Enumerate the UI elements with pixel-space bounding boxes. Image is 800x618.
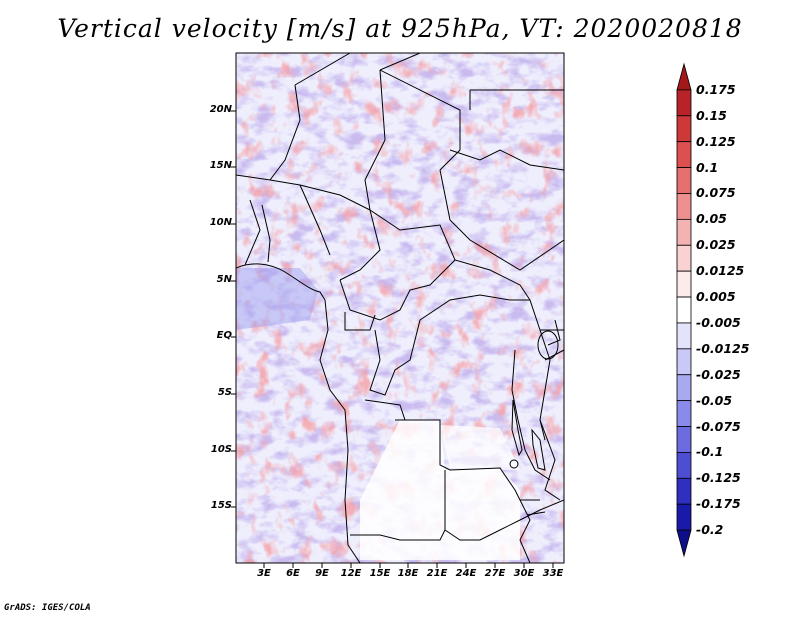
lat-tick-label: 10N — [209, 217, 232, 228]
colorbar-swatch — [676, 244, 692, 272]
colorbar-swatch — [676, 477, 692, 505]
colorbar-swatch — [676, 503, 692, 531]
colorbar-swatch — [676, 296, 692, 324]
colorbar-label: 0.15 — [696, 107, 727, 123]
colorbar-label: -0.175 — [696, 496, 741, 512]
colorbar-label: -0.05 — [696, 392, 733, 408]
colorbar-swatch — [676, 400, 692, 427]
lon-tick-label: 27E — [484, 568, 506, 579]
colorbar-label: -0.005 — [696, 314, 741, 330]
lon-tick-label: 6E — [286, 568, 300, 579]
colorbar-swatch — [676, 322, 692, 350]
colorbar-swatch — [676, 452, 692, 479]
colorbar-label: 0.025 — [696, 237, 736, 253]
colorbar-swatch — [676, 193, 692, 220]
axis-tick-marks — [231, 110, 554, 568]
colorbar-label: 0.1 — [696, 159, 719, 175]
colorbar-label: 0.125 — [696, 133, 736, 149]
lat-tick-label: 20N — [209, 104, 232, 115]
lat-tick-label: 10S — [210, 444, 232, 455]
vertical-velocity-field — [236, 53, 564, 563]
colorbar-swatch — [676, 270, 692, 298]
lon-tick-label: 30E — [513, 568, 535, 579]
colorbar-swatch — [676, 374, 692, 402]
lon-tick-label: 9E — [315, 568, 329, 579]
colorbar-label: 0.0125 — [696, 263, 745, 279]
lon-tick-label: 21E — [426, 568, 448, 579]
colorbar-swatch — [676, 426, 692, 453]
lon-tick-label: 18E — [397, 568, 419, 579]
colorbar-label: 0.005 — [696, 289, 736, 305]
colorbar-arrow-top — [676, 62, 692, 91]
lon-tick-label: 24E — [455, 568, 477, 579]
colorbar-arrow-bottom — [676, 529, 692, 558]
lat-tick-label: 5N — [216, 274, 232, 285]
colorbar-label: -0.1 — [696, 444, 724, 460]
lon-tick-label: 33E — [542, 568, 564, 579]
colorbar-swatch — [676, 167, 692, 194]
colorbar-swatch — [676, 141, 692, 168]
colorbar-swatch — [676, 218, 692, 246]
lon-tick-label: 3E — [257, 568, 271, 579]
map-frame — [235, 52, 565, 564]
colorbar-swatch — [676, 115, 692, 143]
colorbar-label: -0.2 — [696, 522, 724, 538]
colorbar-swatch — [676, 348, 692, 376]
lat-tick-label: 15N — [209, 160, 232, 171]
lake-outlines — [509, 330, 559, 516]
colorbar-label: -0.025 — [696, 366, 741, 382]
colorbar-label: 0.175 — [696, 81, 736, 97]
lat-tick-label: EQ — [216, 330, 232, 341]
country-borders — [236, 53, 564, 563]
colorbar-label: -0.125 — [696, 470, 741, 486]
lat-tick-label: 15S — [210, 500, 232, 511]
colorbar — [676, 62, 692, 558]
colorbar-label: -0.0125 — [696, 340, 750, 356]
colorbar-label: 0.05 — [696, 211, 727, 227]
lat-tick-label: 5S — [217, 387, 232, 398]
lon-tick-label: 12E — [340, 568, 362, 579]
credit-text: GrADS: IGES/COLA — [4, 603, 91, 613]
map-title: Vertical velocity [m/s] at 925hPa, VT: 2… — [57, 14, 743, 43]
colorbar-label: 0.075 — [696, 185, 736, 201]
lon-tick-label: 15E — [369, 568, 391, 579]
colorbar-label: -0.075 — [696, 418, 741, 434]
colorbar-swatch — [676, 89, 692, 117]
